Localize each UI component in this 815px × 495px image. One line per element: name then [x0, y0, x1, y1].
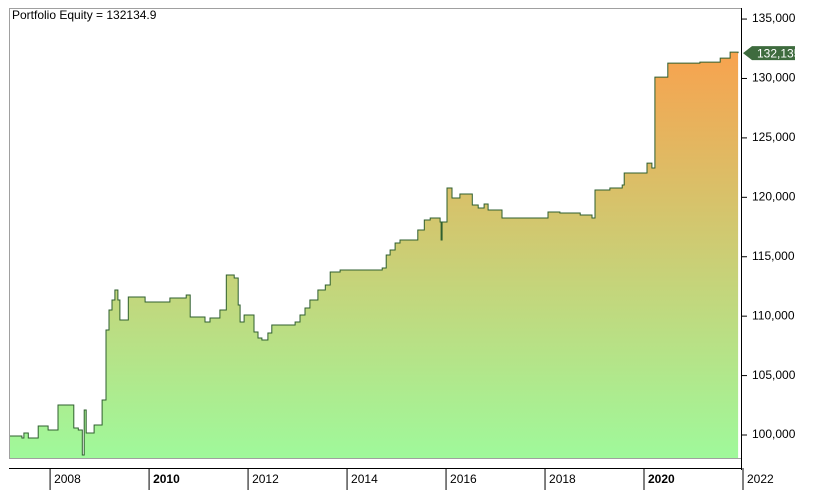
last-value-label: 132,135 [757, 46, 801, 60]
y-tick-label: 100,000 [752, 427, 796, 441]
x-tick-label: 2020 [648, 472, 675, 486]
y-tick-label: 105,000 [752, 368, 796, 382]
chart-title: Portfolio Equity = 132134.9 [12, 8, 157, 22]
y-tick-label: 125,000 [752, 130, 796, 144]
last-value-box [743, 46, 795, 61]
x-tick-label: 2018 [549, 472, 576, 486]
x-tick-label: 2010 [153, 472, 180, 486]
x-tick-label: 2008 [54, 472, 81, 486]
y-tick-label: 110,000 [752, 308, 795, 322]
x-tick-label: 2012 [252, 472, 279, 486]
x-tick-label: 2014 [351, 472, 378, 486]
x-tick-label: 2022 [747, 472, 774, 486]
y-tick-label: 130,000 [752, 71, 796, 85]
y-tick-label: 120,000 [752, 189, 796, 203]
y-tick-label: 135,000 [752, 11, 796, 25]
y-tick-label: 115,000 [752, 249, 795, 263]
equity-area [10, 52, 739, 458]
equity-line [10, 51, 739, 456]
x-tick-label: 2016 [450, 472, 477, 486]
